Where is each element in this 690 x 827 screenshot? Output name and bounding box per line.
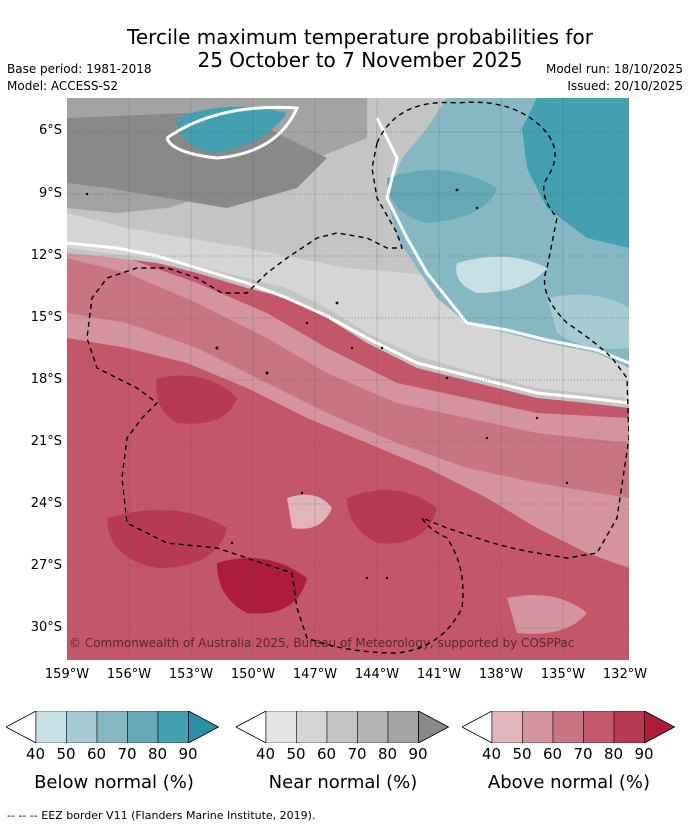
colorbar-title: Above normal (%): [487, 772, 651, 793]
colorbar-tick-label: 80: [378, 745, 398, 763]
colorbar-swatch: [6, 711, 37, 743]
colorbar-tick-label: 70: [347, 745, 367, 763]
below-normal-strong: [387, 170, 497, 223]
x-tick-label: 138°W: [478, 667, 524, 682]
tercile-boundary: [375, 117, 629, 365]
islands: [85, 188, 569, 580]
colorbar-swatch: [552, 711, 584, 743]
colorbar-tick-label: 90: [634, 745, 654, 763]
colorbar-tick-label: 50: [286, 745, 306, 763]
eez-legend-footnote: -- -- -- EEZ border V11 (Flanders Marine…: [7, 809, 316, 822]
colorbar-tick-label: 70: [117, 745, 137, 763]
colorbar-swatch: [188, 711, 220, 743]
colorbar-tick-label: 90: [178, 745, 198, 763]
x-tick-label: 153°W: [168, 667, 214, 682]
issued-date: Issued: 20/10/2025: [567, 79, 683, 93]
y-tick-label: 12°S: [30, 248, 62, 263]
colorbar-tick-label: 40: [26, 745, 46, 763]
above-normal-mid-band: [67, 258, 629, 498]
y-tick-label: 24°S: [30, 496, 62, 511]
below-normal-patch: [547, 294, 629, 349]
colorbar-swatches: [236, 711, 450, 743]
colorbar-swatch: [326, 711, 358, 743]
copyright-notice: © Commonwealth of Australia 2025, Bureau…: [69, 636, 575, 650]
x-tick-label: 141°W: [416, 667, 462, 682]
colorbar-swatch: [157, 711, 189, 743]
colorbar-tick-label: 80: [604, 745, 624, 763]
colorbar-tick-label: 90: [408, 745, 428, 763]
x-tick-label: 144°W: [354, 667, 400, 682]
colorbar-swatch: [96, 711, 128, 743]
colorbar-swatch: [66, 711, 98, 743]
colorbar-above-normal: [462, 711, 676, 743]
y-tick-label: 6°S: [38, 123, 62, 138]
colorbar-swatches: [462, 711, 676, 743]
colorbar-swatch: [236, 711, 267, 743]
above-normal-light-patch: [507, 595, 587, 634]
colorbar-tick-label: 60: [87, 745, 107, 763]
x-tick-label: 147°W: [292, 667, 338, 682]
colorbar-swatch: [522, 711, 554, 743]
colorbar-tick-label: 80: [148, 745, 168, 763]
colorbar-tick-label: 60: [317, 745, 337, 763]
model-run: Model run: 18/10/2025: [545, 62, 683, 76]
above-normal-dark-patch: [347, 490, 437, 544]
colorbar-tick-label: 50: [56, 745, 76, 763]
above-normal-dark-patch: [217, 558, 307, 614]
y-tick-label: 9°S: [38, 186, 62, 201]
map-title-line2: 25 October to 7 November 2025: [197, 48, 523, 72]
below-normal-light: [456, 256, 547, 293]
colorbar-tick-label: 40: [482, 745, 502, 763]
graticule: [67, 98, 629, 660]
colorbar-swatch: [357, 711, 389, 743]
above-normal-light-patch: [287, 494, 332, 529]
colorbar-tick-label: 60: [543, 745, 563, 763]
above-normal-dark-patch: [156, 375, 237, 424]
x-tick-label: 135°W: [540, 667, 586, 682]
map-title-line1: Tercile maximum temperature probabilitie…: [127, 25, 593, 49]
above-normal-dark-patch: [107, 510, 227, 568]
colorbar-swatch: [583, 711, 615, 743]
tercile-boundary: [165, 105, 300, 160]
y-tick-label: 30°S: [30, 620, 62, 635]
y-tick-label: 15°S: [30, 310, 62, 325]
y-tick-label: 21°S: [30, 434, 62, 449]
colorbar-swatch: [462, 711, 493, 743]
colorbar-tick-label: 70: [573, 745, 593, 763]
colorbar-swatch: [35, 711, 67, 743]
colorbar-swatch: [613, 711, 645, 743]
colorbar-tick-label: 40: [256, 745, 276, 763]
colorbar-title: Near normal (%): [268, 772, 418, 793]
colorbar-swatch: [387, 711, 419, 743]
colorbar-swatch: [296, 711, 328, 743]
x-tick-label: 150°W: [230, 667, 276, 682]
colorbar-near-normal: [236, 711, 450, 743]
x-tick-label: 159°W: [44, 667, 90, 682]
model-name: Model: ACCESS-S2: [7, 79, 119, 93]
base-period: Base period: 1981-2018: [7, 62, 152, 76]
eez-borders: [86, 101, 629, 654]
colorbar-swatch: [418, 711, 450, 743]
colorbar-swatch: [644, 711, 676, 743]
x-tick-label: 156°W: [106, 667, 152, 682]
near-normal-darkest: [67, 113, 327, 208]
colorbar-swatch: [127, 711, 159, 743]
colorbar-swatches: [6, 711, 220, 743]
y-tick-label: 27°S: [30, 558, 62, 573]
y-tick-label: 18°S: [30, 372, 62, 387]
colorbar-swatch: [491, 711, 523, 743]
near-normal-light: [67, 213, 629, 398]
colorbar-swatch: [265, 711, 297, 743]
probability-map: [67, 98, 629, 660]
colorbar-tick-label: 50: [512, 745, 532, 763]
x-tick-label: 132°W: [602, 667, 648, 682]
colorbar-below-normal: [6, 711, 220, 743]
colorbar-title: Below normal (%): [34, 772, 194, 793]
